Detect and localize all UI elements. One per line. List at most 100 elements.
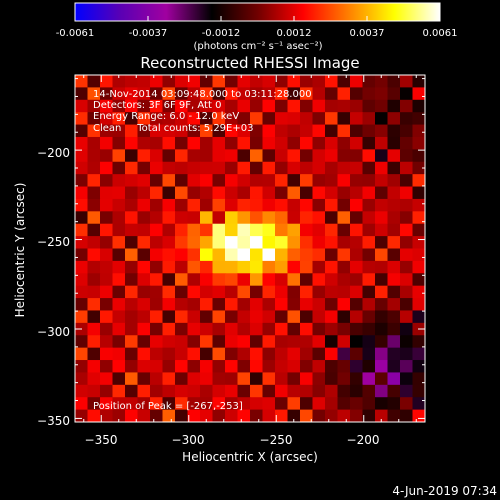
heatmap-cell xyxy=(112,347,126,361)
heatmap-cell xyxy=(325,186,339,200)
heatmap-cell xyxy=(375,298,389,312)
heatmap-cell xyxy=(137,322,151,336)
heatmap-cell xyxy=(137,112,151,126)
heatmap-cell xyxy=(162,198,176,212)
heatmap-cell xyxy=(100,99,114,113)
heatmap-cell xyxy=(187,198,201,212)
heatmap-cell xyxy=(212,310,226,324)
heatmap-cell xyxy=(412,335,425,349)
heatmap-cell xyxy=(187,372,201,386)
heatmap-cell xyxy=(337,99,351,113)
heatmap-cell xyxy=(287,409,301,422)
heatmap-cell xyxy=(137,186,151,200)
heatmap-cell xyxy=(137,397,151,411)
heatmap-cell xyxy=(212,149,226,163)
heatmap-cell xyxy=(137,298,151,312)
heatmap-cell xyxy=(112,360,126,374)
heatmap-cell xyxy=(225,198,239,212)
heatmap-cell xyxy=(200,136,214,150)
heatmap-cell xyxy=(125,372,139,386)
heatmap-cell xyxy=(212,360,226,374)
heatmap-cell xyxy=(87,335,101,349)
heatmap-cell xyxy=(212,124,226,138)
heatmap-cell xyxy=(250,397,264,411)
heatmap-cell xyxy=(337,174,351,188)
heatmap-cell xyxy=(275,360,289,374)
heatmap-cell xyxy=(287,124,301,138)
heatmap-cell xyxy=(250,174,264,188)
heatmap-cell xyxy=(400,211,414,225)
heatmap-cell xyxy=(75,360,89,374)
heatmap-cell xyxy=(162,273,176,287)
heatmap-cell xyxy=(412,223,425,237)
heatmap-cell xyxy=(300,174,314,188)
heatmap-cell xyxy=(375,384,389,398)
heatmap-cell xyxy=(312,112,326,126)
heatmap-cell xyxy=(162,285,176,299)
heatmap-cell xyxy=(112,298,126,312)
heatmap-cell xyxy=(262,149,276,163)
heatmap-cell xyxy=(175,161,189,175)
heatmap-cell xyxy=(387,198,401,212)
heatmap-cell xyxy=(162,87,176,101)
heatmap-cell xyxy=(200,409,214,422)
heatmap-cell xyxy=(162,149,176,163)
heatmap-cell xyxy=(125,186,139,200)
heatmap-cell xyxy=(387,87,401,101)
heatmap-cell xyxy=(125,211,139,225)
heatmap-cell xyxy=(412,260,425,274)
heatmap-cell xyxy=(125,87,139,101)
heatmap-cell xyxy=(200,124,214,138)
heatmap-cell xyxy=(150,161,164,175)
heatmap-cell xyxy=(187,360,201,374)
heatmap-cell xyxy=(125,285,139,299)
heatmap-cell xyxy=(312,174,326,188)
heatmap-cell xyxy=(75,260,89,274)
heatmap-cell xyxy=(162,322,176,336)
heatmap-cell xyxy=(150,75,164,88)
heatmap-cell xyxy=(312,322,326,336)
heatmap-cell xyxy=(187,87,201,101)
heatmap-cell xyxy=(150,335,164,349)
heatmap-cell xyxy=(112,236,126,250)
heatmap-cell xyxy=(262,322,276,336)
heatmap-cell xyxy=(325,298,339,312)
heatmap-cell xyxy=(287,248,301,262)
heatmap-cell xyxy=(275,335,289,349)
heatmap-cell xyxy=(250,161,264,175)
heatmap-cell xyxy=(187,260,201,274)
heatmap-cell xyxy=(300,136,314,150)
heatmap-cell xyxy=(312,384,326,398)
heatmap-cell xyxy=(275,298,289,312)
heatmap-cell xyxy=(400,397,414,411)
heatmap-cell xyxy=(200,273,214,287)
heatmap-cell xyxy=(75,87,89,101)
heatmap-cell xyxy=(400,260,414,274)
heatmap-cell xyxy=(125,198,139,212)
heatmap-cell xyxy=(350,211,364,225)
heatmap-cell xyxy=(362,335,376,349)
heatmap-cell xyxy=(362,360,376,374)
heatmap-cell xyxy=(375,161,389,175)
heatmap-cell xyxy=(175,372,189,386)
heatmap-cell xyxy=(400,223,414,237)
heatmap-cell xyxy=(287,260,301,274)
heatmap-cell xyxy=(362,285,376,299)
heatmap-cell xyxy=(125,409,139,422)
heatmap-cell xyxy=(387,273,401,287)
heatmap-cell xyxy=(212,186,226,200)
heatmap-cell xyxy=(75,310,89,324)
heatmap-cell xyxy=(187,149,201,163)
heatmap-cell xyxy=(400,112,414,126)
heatmap-cell xyxy=(225,347,239,361)
heatmap-cell xyxy=(250,322,264,336)
heatmap-cell xyxy=(400,236,414,250)
heatmap-cell xyxy=(125,273,139,287)
heatmap-cell xyxy=(325,211,339,225)
heatmap-cell xyxy=(287,223,301,237)
heatmap-cell xyxy=(412,397,425,411)
heatmap-cell xyxy=(112,409,126,422)
heatmap-cell xyxy=(112,273,126,287)
heatmap-cell xyxy=(225,335,239,349)
heatmap-cell xyxy=(262,372,276,386)
